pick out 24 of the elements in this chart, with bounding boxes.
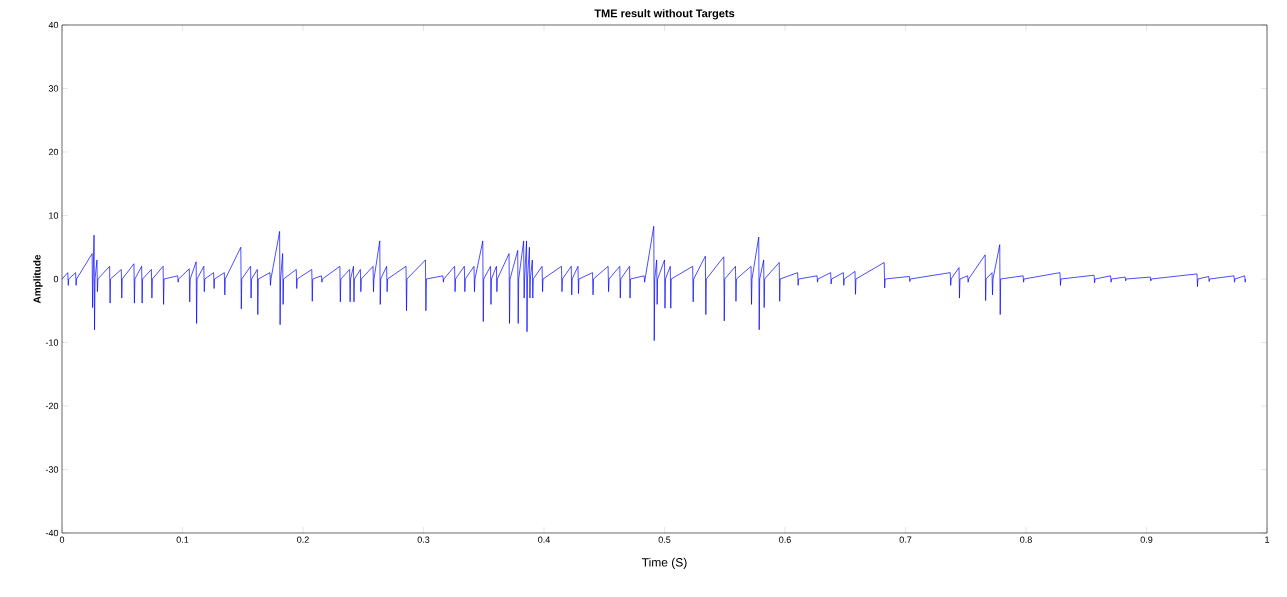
- y-axis-title: Amplitude: [33, 254, 43, 304]
- x-tick-label: 0: [59, 536, 65, 543]
- x-tick-label: 1: [1265, 536, 1270, 543]
- y-tick-label: 10: [49, 212, 59, 219]
- y-tick-label: 20: [48, 148, 59, 156]
- y-tick-label: -10: [45, 339, 59, 346]
- y-tick-label: 40: [48, 21, 59, 29]
- x-axis-title: Time (S): [641, 557, 687, 569]
- x-tick-label: 0.4: [538, 536, 550, 543]
- chart-title: TME result without Targets: [594, 9, 735, 20]
- x-tick-label: 0.1: [176, 536, 189, 543]
- y-tick-label: -30: [45, 466, 59, 473]
- x-tick-label: 0.5: [658, 536, 671, 543]
- x-tick-label: 0.6: [779, 536, 791, 543]
- line-series: [62, 225, 1247, 341]
- x-tick-label: 0.3: [417, 536, 430, 543]
- y-tick-label: 30: [48, 85, 59, 92]
- y-tick-label: -40: [45, 529, 59, 537]
- x-tick-label: 0.7: [899, 536, 912, 543]
- y-tick-label: -20: [45, 402, 59, 410]
- x-tick-label: 0.8: [1020, 536, 1032, 543]
- x-tick-label: 0.9: [1140, 536, 1153, 543]
- y-tick-label: 0: [53, 275, 59, 283]
- x-tick-label: 0.2: [297, 536, 309, 543]
